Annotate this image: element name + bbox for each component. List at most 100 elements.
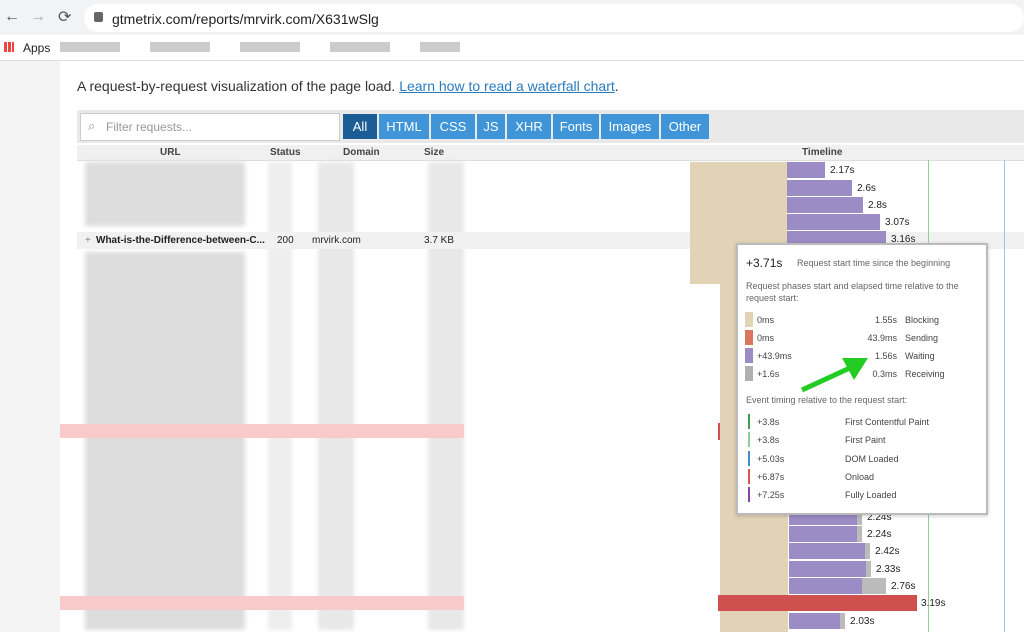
apps-icon <box>4 42 14 52</box>
help-link[interactable]: Learn how to read a waterfall chart <box>399 78 615 94</box>
timing-label: 2.33s <box>876 564 901 575</box>
error-row <box>60 424 464 438</box>
filter-tab[interactable]: Images <box>601 114 659 139</box>
phase-start: +43.9ms <box>757 351 792 361</box>
column-header: Size <box>424 147 445 158</box>
timing-label: 2.03s <box>850 616 875 627</box>
address-bar[interactable] <box>84 4 1024 32</box>
receiving-bar <box>866 561 871 577</box>
annotation-arrow <box>800 358 868 393</box>
filter-tab[interactable]: CSS <box>431 114 475 139</box>
phases-title: Request phases start and elapsed time re… <box>746 281 959 303</box>
timing-label: 2.6s <box>857 183 876 194</box>
filter-placeholder: Filter requests... <box>106 120 193 134</box>
phase-duration: 1.56s <box>874 351 897 361</box>
timing-label: 2.24s <box>867 529 892 540</box>
filter-tab[interactable]: Other <box>661 114 709 139</box>
receiving-bar <box>857 509 862 525</box>
blurred-bookmarks <box>60 42 460 52</box>
event-time: +5.03s <box>757 453 785 464</box>
phase-name: Receiving <box>905 369 945 379</box>
filter-tab[interactable]: JS <box>477 114 505 139</box>
forward-button[interactable]: → <box>30 8 46 25</box>
tooltip <box>736 243 988 515</box>
event-line <box>748 487 750 503</box>
lock-icon <box>94 12 103 22</box>
phase-start: 0ms <box>757 315 775 325</box>
error-row <box>60 596 464 610</box>
waiting-bar <box>789 543 865 559</box>
event-line <box>748 414 750 429</box>
column-header: Status <box>270 147 301 158</box>
filter-tab[interactable]: All <box>343 114 377 139</box>
filter-tab[interactable]: HTML <box>379 114 429 139</box>
row-cell: 200 <box>277 235 294 246</box>
error-bar <box>718 595 917 611</box>
waiting-bar <box>789 526 857 542</box>
phase-duration: 43.9ms <box>867 333 897 343</box>
dom-loaded-line <box>1004 160 1005 632</box>
waiting-bar <box>787 214 880 230</box>
receiving-bar <box>857 526 862 542</box>
waiting-bar <box>787 197 863 213</box>
events-title: Event timing relative to the request sta… <box>746 395 908 405</box>
column-header: Domain <box>343 147 380 158</box>
filter-tab[interactable]: Fonts <box>553 114 599 139</box>
event-time: +3.8s <box>757 417 780 427</box>
row-cell: mrvirk.com <box>312 235 361 246</box>
phase-swatch <box>745 366 753 381</box>
waiting-bar <box>789 561 866 577</box>
event-name: Fully Loaded <box>845 490 897 501</box>
waiting-bar <box>789 613 840 629</box>
phase-start: 0ms <box>757 333 775 343</box>
event-line <box>748 468 750 484</box>
side-margin <box>0 61 60 632</box>
event-line <box>748 450 750 466</box>
start-label: Request start time since the beginning <box>797 258 951 268</box>
phase-start: +1.6s <box>757 369 780 379</box>
receiving-bar <box>865 543 870 559</box>
table-header <box>77 145 1024 161</box>
column-header: Timeline <box>802 147 843 158</box>
timing-label: 2.17s <box>830 165 855 176</box>
event-time: +6.87s <box>757 471 785 482</box>
event-name: First Contentful Paint <box>845 417 930 427</box>
reload-button[interactable]: ⟳ <box>58 9 72 26</box>
phase-swatch <box>745 330 753 345</box>
timing-label: 2.24s <box>867 512 892 523</box>
receiving-bar <box>840 613 845 629</box>
waiting-bar <box>787 180 852 196</box>
filter-input[interactable] <box>80 113 340 141</box>
expand-icon[interactable]: + <box>85 235 91 246</box>
intro-text: A request-by-request visualization of th… <box>77 78 396 94</box>
phase-duration: 1.55s <box>874 315 897 325</box>
event-line <box>748 432 750 448</box>
apps-link[interactable]: Apps <box>23 41 51 55</box>
timing-label: 2.42s <box>875 546 900 557</box>
intro-end: . <box>614 78 619 94</box>
phase-name: Waiting <box>905 351 935 361</box>
row-cell: What-is-the-Difference-between-C... <box>96 235 265 246</box>
blurred-rows <box>85 162 245 226</box>
event-name: DOM Loaded <box>845 453 899 464</box>
url: gtmetrix.com/reports/mrvirk.com/X631wSlg <box>112 11 379 27</box>
timing-label: 3.16s <box>891 234 916 245</box>
column-header: URL <box>160 147 181 158</box>
phase-duration: 0.3ms <box>872 369 897 379</box>
event-name: First Paint <box>845 435 886 446</box>
phase-name: Blocking <box>905 315 940 325</box>
phase-name: Sending <box>905 333 939 343</box>
intro: A request-by-request visualization of th… <box>77 78 619 94</box>
filter-tab[interactable]: XHR <box>507 114 551 139</box>
receiving-bar <box>862 578 886 594</box>
timing-label: 3.07s <box>885 217 910 228</box>
timing-label: 3.19s <box>921 598 946 609</box>
waiting-bar <box>787 162 825 178</box>
search-icon: ⌕ <box>88 118 96 133</box>
timing-label: 2.8s <box>868 200 887 211</box>
timing-label: 2.76s <box>891 581 916 592</box>
back-button[interactable]: ← <box>4 8 20 25</box>
blurred-rows <box>85 252 245 630</box>
row-cell: 3.7 KB <box>424 235 455 246</box>
